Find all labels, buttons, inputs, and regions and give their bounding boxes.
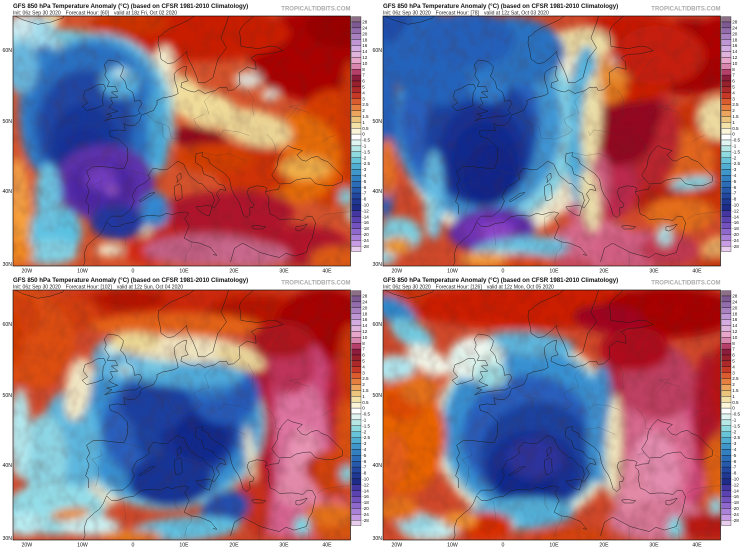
svg-text:TROPICALTIDBITS.COM: TROPICALTIDBITS.COM (281, 7, 350, 13)
svg-text:GFS 850 hPa Temperature Anomal: GFS 850 hPa Temperature Anomaly (°C) (ba… (13, 277, 248, 284)
svg-text:TROPICALTIDBITS.COM: TROPICALTIDBITS.COM (281, 281, 350, 287)
svg-text:Init: 06z Sep 30 2020 Forecas: Init: 06z Sep 30 2020 Forecast Hour: [60… (13, 11, 177, 17)
svg-text:Init: 06z Sep 30 2020 Forecas: Init: 06z Sep 30 2020 Forecast Hour: [10… (13, 285, 183, 291)
svg-text:TROPICALTIDBITS.COM: TROPICALTIDBITS.COM (651, 7, 720, 13)
svg-text:GFS 850 hPa Temperature Anomal: GFS 850 hPa Temperature Anomaly (°C) (ba… (13, 3, 248, 10)
svg-text:Init: 06z Sep 30 2020 Forecas: Init: 06z Sep 30 2020 Forecast Hour: [78… (383, 11, 549, 17)
svg-text:GFS 850 hPa Temperature Anomal: GFS 850 hPa Temperature Anomaly (°C) (ba… (383, 277, 618, 284)
svg-text:Init: 06z Sep 30 2020 Forecas: Init: 06z Sep 30 2020 Forecast Hour: [12… (383, 285, 554, 291)
svg-text:GFS 850 hPa Temperature Anomal: GFS 850 hPa Temperature Anomaly (°C) (ba… (383, 3, 618, 10)
svg-text:TROPICALTIDBITS.COM: TROPICALTIDBITS.COM (651, 281, 720, 287)
